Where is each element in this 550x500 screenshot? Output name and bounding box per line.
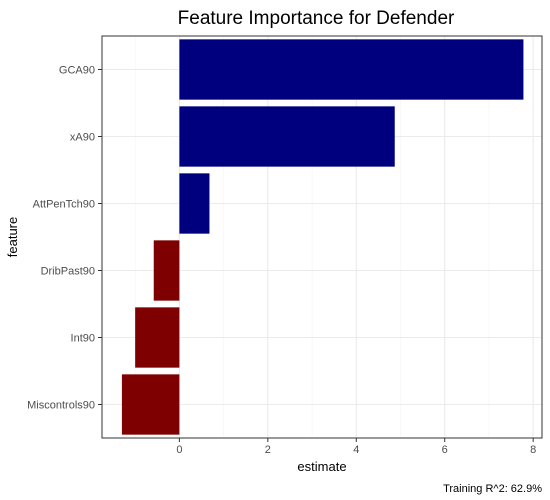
panel-border — [101, 35, 543, 439]
chart-caption: Training R^2: 62.9% — [443, 483, 542, 495]
y-tick-label: xA90 — [70, 132, 95, 144]
x-axis-ticks: 0 2 4 6 8 — [176, 438, 536, 456]
x-tick-label: 0 — [176, 444, 182, 456]
x-tick-label: 4 — [353, 444, 359, 456]
bar-gca90 — [179, 39, 524, 100]
bars — [121, 39, 524, 435]
x-tick-label: 8 — [530, 444, 536, 456]
x-tick-label: 6 — [442, 444, 448, 456]
bar-dribpast90 — [153, 240, 180, 301]
y-axis-title: feature — [5, 217, 20, 257]
bar-attpentch90 — [179, 173, 210, 234]
x-axis-title: estimate — [297, 459, 346, 474]
bar-xa90 — [179, 106, 395, 167]
bar-int90 — [135, 307, 180, 368]
x-tick-label: 2 — [265, 444, 271, 456]
chart-title: Feature Importance for Defender — [178, 8, 455, 29]
bar-miscontrols90 — [121, 374, 180, 435]
y-tick-label: Int90 — [71, 333, 95, 345]
y-tick-label: AttPenTch90 — [33, 199, 95, 211]
y-axis-ticks: GCA90 xA90 AttPenTch90 DribPast90 Int90 Misco… — [27, 65, 102, 412]
y-tick-label: GCA90 — [59, 65, 95, 77]
grid-lines — [102, 36, 542, 438]
y-tick-label: DribPast90 — [41, 266, 95, 278]
y-tick-label: Miscontrols90 — [27, 400, 95, 412]
